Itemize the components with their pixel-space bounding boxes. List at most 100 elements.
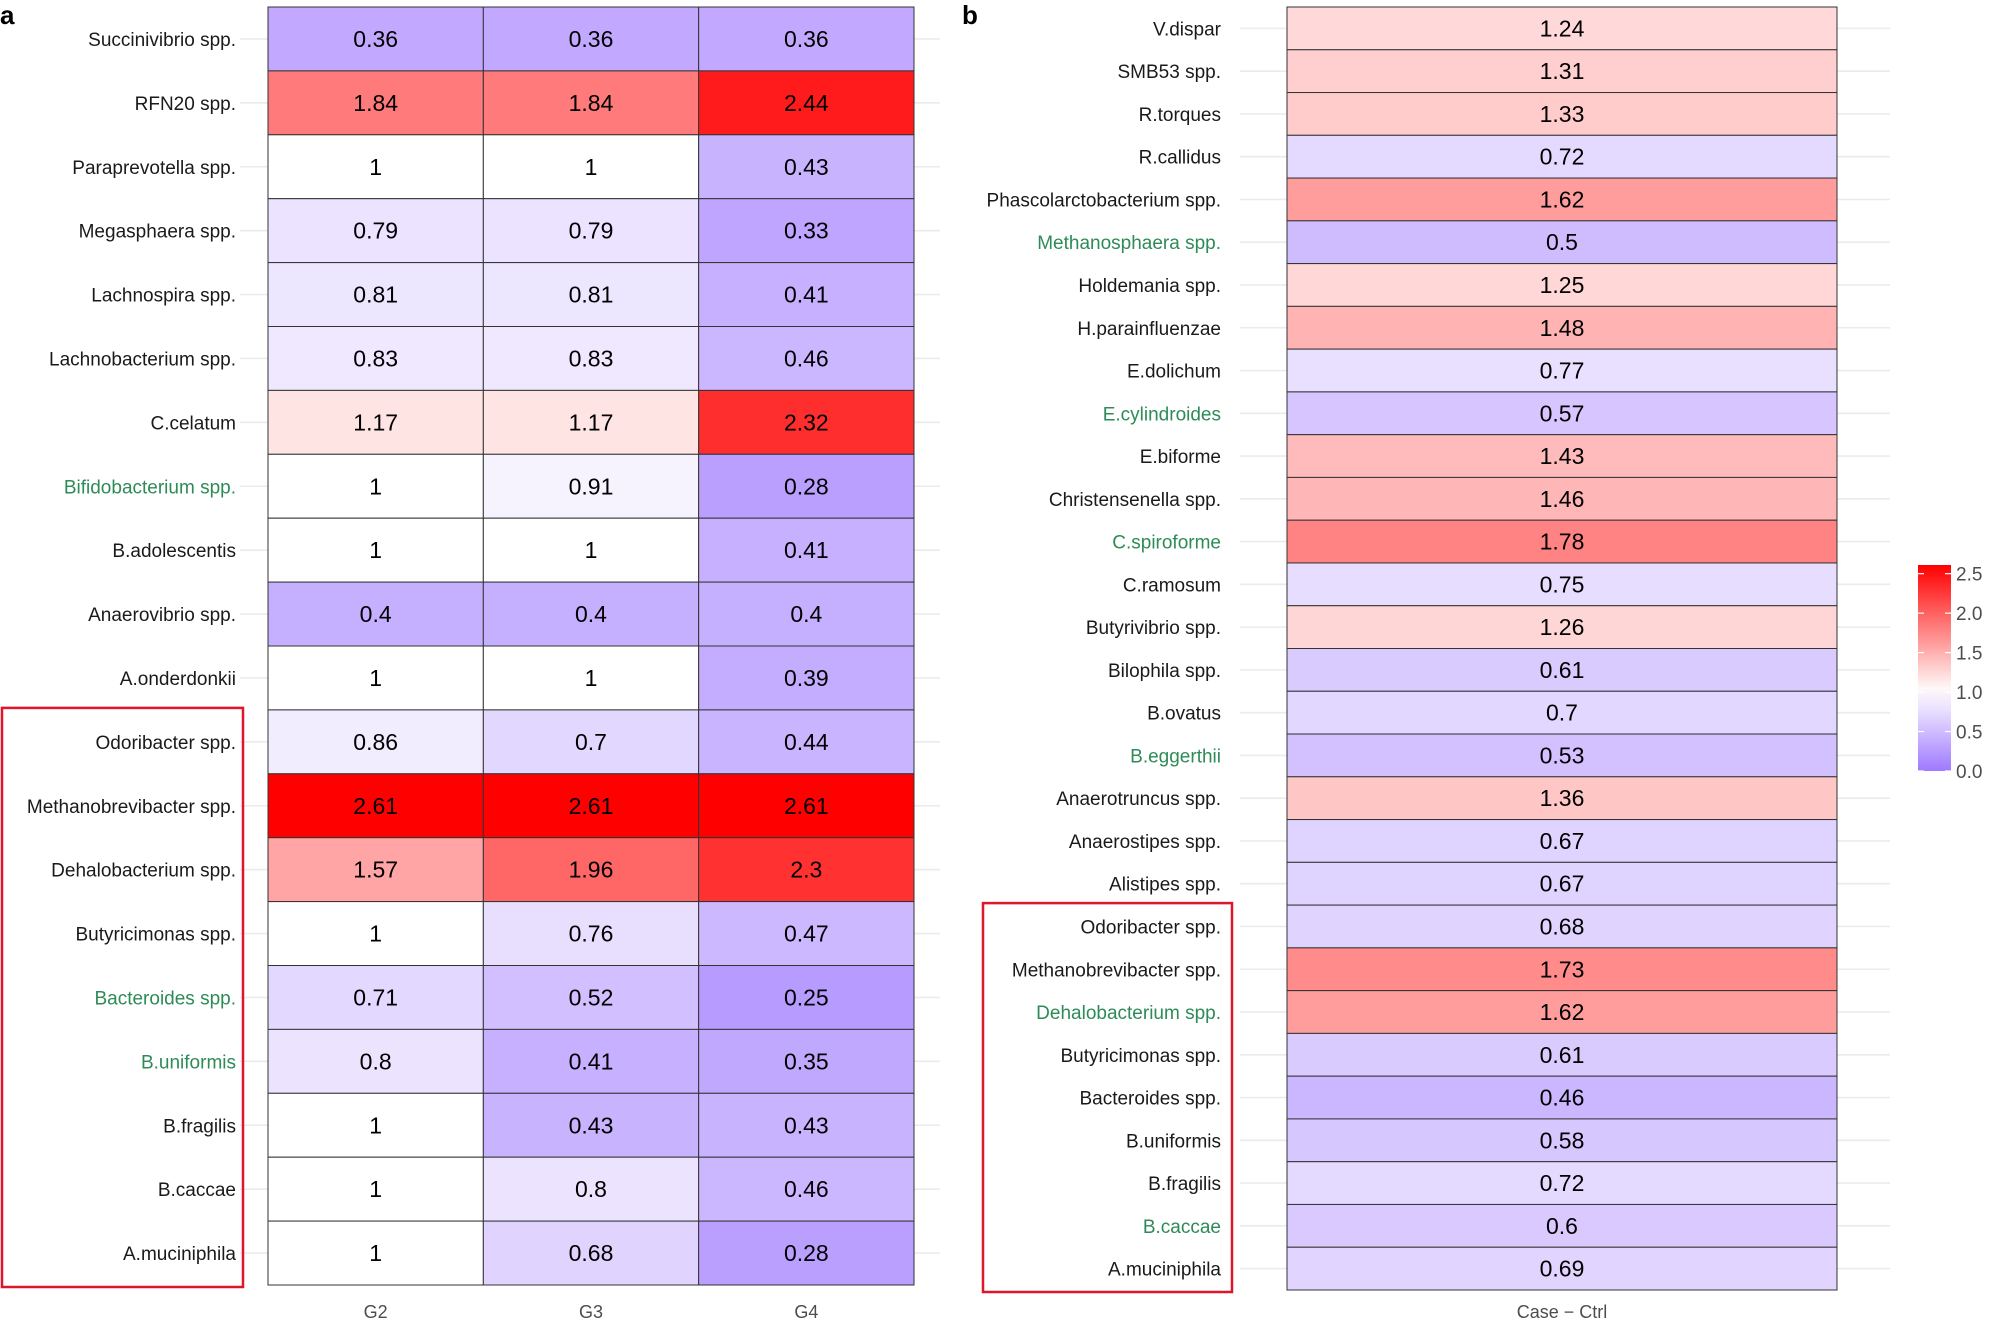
cell-value-label: 0.8 xyxy=(575,1176,607,1202)
heatmap-cell xyxy=(1286,648,1838,692)
row-label-bilophila-spp: Bilophila spp. xyxy=(1108,661,1221,682)
heatmap-cell xyxy=(698,645,915,711)
cell-value-label: 0.91 xyxy=(569,473,614,499)
cell-value-label: 1.62 xyxy=(1540,186,1585,212)
cell-value-label: 0.43 xyxy=(784,154,829,180)
heatmap-cell xyxy=(1286,519,1838,564)
heatmap-cell xyxy=(698,517,915,583)
heatmap-cell xyxy=(698,389,915,455)
heatmap-cell xyxy=(698,1028,915,1094)
heatmap-cell xyxy=(267,773,484,839)
cell-value-label: 0.71 xyxy=(353,984,398,1010)
cell-value-label: 1 xyxy=(585,665,598,691)
row-label-anaerostipes-spp: Anaerostipes spp. xyxy=(1069,832,1221,853)
cell-value-label: 0.5 xyxy=(1546,229,1578,255)
cell-value-label: 0.76 xyxy=(569,921,614,947)
cell-value-label: 0.8 xyxy=(360,1048,392,1074)
row-label-butyricimonas-spp: Butyricimonas spp. xyxy=(75,925,236,946)
heatmap-cell xyxy=(698,1220,915,1286)
cell-value-label: 1 xyxy=(369,537,382,563)
heatmap-cell xyxy=(698,134,915,200)
heatmap-cell xyxy=(482,198,700,264)
heatmap-cell xyxy=(267,389,484,455)
row-label-dehalobacterium-spp: Dehalobacterium spp. xyxy=(1036,1003,1221,1024)
cell-value-label: 0.46 xyxy=(784,1176,829,1202)
row-label-r-torques: R.torques xyxy=(1139,105,1221,126)
cell-value-label: 1.43 xyxy=(1540,443,1585,469)
column-label-g2: G2 xyxy=(364,1302,388,1320)
heatmap-cell xyxy=(1286,733,1838,778)
heatmap-cell xyxy=(482,389,700,455)
legend-tick-label: 0.0 xyxy=(1956,762,1982,783)
cell-value-label: 0.79 xyxy=(569,218,614,244)
cell-value-label: 1 xyxy=(369,1240,382,1266)
heatmap-cell xyxy=(1286,776,1838,821)
heatmap-cell xyxy=(1286,348,1838,393)
heatmap-cell xyxy=(698,6,915,72)
panel-a-label: a xyxy=(0,0,15,30)
cell-value-label: 1 xyxy=(585,537,598,563)
panel-b-highlight-box xyxy=(981,901,1234,1294)
heatmap-cell xyxy=(267,198,484,264)
heatmap-cell xyxy=(698,1156,915,1222)
heatmap-cell xyxy=(1286,990,1838,1034)
cell-value-label: 0.68 xyxy=(1540,913,1585,939)
heatmap-cell xyxy=(267,645,484,711)
heatmap-cell xyxy=(1286,177,1838,222)
heatmap-cell xyxy=(267,6,484,72)
heatmap-cell xyxy=(482,1028,700,1094)
row-label-bacteroides-spp: Bacteroides spp. xyxy=(94,988,236,1009)
row-label-paraprevotella-spp: Paraprevotella spp. xyxy=(72,158,236,179)
row-label-alistipes-spp: Alistipes spp. xyxy=(1109,875,1221,896)
cell-value-label: 0.46 xyxy=(784,345,829,371)
cell-value-label: 0.83 xyxy=(569,345,614,371)
row-label-a-muciniphila: A.muciniphila xyxy=(1108,1260,1221,1281)
cell-value-label: 0.41 xyxy=(569,1048,614,1074)
column-label-g3: G3 xyxy=(579,1302,603,1320)
row-label-b-adolescentis: B.adolescentis xyxy=(112,541,236,562)
heatmap-cell xyxy=(267,326,484,391)
cell-value-label: 0.61 xyxy=(1540,657,1585,683)
heatmap-cell xyxy=(267,965,484,1030)
row-label-h-parainfluenzae: H.parainfluenzae xyxy=(1077,319,1221,340)
cell-value-label: 0.6 xyxy=(1546,1213,1578,1239)
heatmap-cell xyxy=(267,709,484,775)
cell-value-label: 0.36 xyxy=(569,26,614,52)
heatmap-cell xyxy=(267,581,484,647)
row-label-b-uniformis: B.uniformis xyxy=(141,1052,236,1073)
row-label-v-dispar: V.dispar xyxy=(1153,19,1222,40)
cell-value-label: 1.46 xyxy=(1540,486,1585,512)
row-label-b-fragilis: B.fragilis xyxy=(1148,1174,1221,1195)
heatmap-cell xyxy=(1286,947,1838,992)
cell-value-label: 1.96 xyxy=(569,857,614,883)
row-label-b-caccae: B.caccae xyxy=(158,1180,236,1201)
cell-value-label: 1.25 xyxy=(1540,272,1585,298)
row-label-odoribacter-spp: Odoribacter spp. xyxy=(1081,917,1221,938)
row-label-holdemania-spp: Holdemania spp. xyxy=(1078,276,1221,297)
cell-value-label: 2.61 xyxy=(569,793,614,819)
color-legend: 2.5 2.0 1.5 1.0 0.5 0.0 xyxy=(1918,565,1982,783)
cell-value-label: 1.48 xyxy=(1540,315,1585,341)
cell-value-label: 1.31 xyxy=(1540,58,1585,84)
panel-b-label: b xyxy=(962,0,978,30)
cell-value-label: 0.4 xyxy=(790,601,822,627)
row-label-smb53-spp: SMB53 spp. xyxy=(1118,62,1222,83)
row-label-rfn20-spp: RFN20 spp. xyxy=(135,94,236,115)
row-label-e-cylindroides: E.cylindroides xyxy=(1103,404,1221,425)
row-label-dehalobacterium-spp: Dehalobacterium spp. xyxy=(51,861,236,882)
panel-b-column-labels: Case − Ctrl xyxy=(1517,1302,1608,1320)
row-label-e-dolichum: E.dolichum xyxy=(1127,362,1221,383)
heatmap-cell xyxy=(482,326,700,391)
cell-value-label: 0.43 xyxy=(784,1112,829,1138)
row-label-b-uniformis: B.uniformis xyxy=(1126,1131,1221,1152)
cell-value-label: 0.81 xyxy=(353,282,398,308)
heatmap-cell xyxy=(698,709,915,775)
heatmap-cell xyxy=(698,453,915,519)
cell-value-label: 0.47 xyxy=(784,921,829,947)
row-label-anaerotruncus-spp: Anaerotruncus spp. xyxy=(1056,789,1221,810)
cell-value-label: 1.84 xyxy=(353,90,398,116)
cell-value-label: 0.36 xyxy=(784,26,829,52)
heatmap-cell xyxy=(482,965,700,1030)
cell-value-label: 0.61 xyxy=(1540,1042,1585,1068)
